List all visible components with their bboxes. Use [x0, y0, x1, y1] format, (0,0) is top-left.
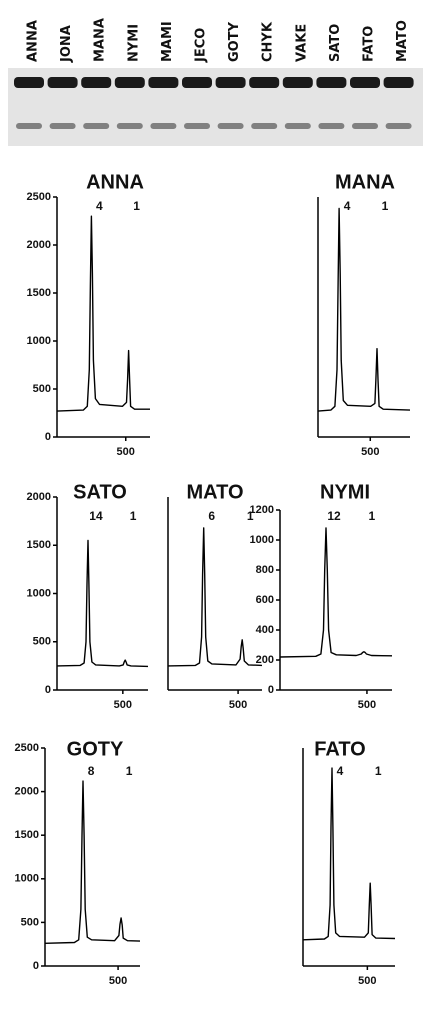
y-tick-label: 500 [21, 916, 39, 928]
peak-annotation: 4 [96, 199, 103, 213]
lane-label: NYMI [126, 24, 141, 62]
y-tick-label: 1200 [250, 504, 274, 516]
y-tick-label: 800 [256, 564, 274, 576]
x-tick-label: 500 [109, 975, 127, 987]
gel-band-lower [218, 123, 244, 129]
gel-band-lower [318, 123, 344, 129]
y-tick-label: 1000 [27, 587, 51, 599]
peak-annotation: 1 [375, 764, 382, 778]
gel-band-lower [117, 123, 143, 129]
y-tick-label: 1000 [27, 335, 51, 347]
lane-label: MANA [93, 18, 108, 62]
x-tick-label: 500 [229, 699, 247, 711]
x-tick-label: 500 [117, 446, 135, 458]
gel-band-upper [115, 77, 145, 88]
chart-title: SATO [73, 481, 127, 503]
gel-band-upper [316, 77, 346, 88]
lane-label: ANNA [26, 20, 41, 62]
y-tick-label: 1500 [27, 539, 51, 551]
peak-annotation: 14 [89, 509, 103, 523]
chart-title: FATO [314, 738, 365, 760]
x-tick-label: 500 [358, 975, 376, 987]
lane-label: GOTY [227, 21, 242, 62]
gel-band-lower [184, 123, 210, 129]
peak-annotation: 4 [344, 199, 351, 213]
gel-band-lower [83, 123, 109, 129]
lane-label: VAKE [294, 24, 309, 62]
x-tick-label: 500 [361, 446, 379, 458]
y-tick-label: 1500 [15, 829, 39, 841]
peak-annotation: 6 [208, 509, 215, 523]
chart-title: NYMI [320, 481, 370, 503]
y-tick-label: 2000 [27, 239, 51, 251]
y-tick-label: 2000 [27, 491, 51, 503]
y-tick-label: 0 [268, 684, 274, 696]
chart-title: MATO [186, 481, 243, 503]
peak-annotation: 1 [369, 509, 376, 523]
peak-annotation: 1 [133, 199, 140, 213]
gel-band-upper [249, 77, 279, 88]
y-tick-label: 500 [33, 636, 51, 648]
background [0, 0, 423, 1014]
y-tick-label: 400 [256, 624, 274, 636]
peak-annotation: 12 [327, 509, 341, 523]
gel-band-upper [384, 77, 414, 88]
lane-label: JONA [59, 25, 74, 63]
y-tick-label: 2500 [27, 191, 51, 203]
gel-band-lower [386, 123, 412, 129]
y-tick-label: 0 [45, 684, 51, 696]
y-tick-label: 2000 [15, 786, 39, 798]
chart-title: MANA [335, 171, 395, 193]
y-tick-label: 500 [33, 383, 51, 395]
gel-band-upper [81, 77, 111, 88]
peak-annotation: 1 [130, 509, 137, 523]
y-tick-label: 0 [45, 431, 51, 443]
y-tick-label: 1000 [15, 873, 39, 885]
y-tick-label: 2500 [15, 742, 39, 754]
gel-band-upper [283, 77, 313, 88]
x-tick-label: 500 [114, 699, 132, 711]
peak-annotation: 1 [126, 764, 133, 778]
gel-band-upper [48, 77, 78, 88]
y-tick-label: 1500 [27, 287, 51, 299]
peak-annotation: 1 [382, 199, 389, 213]
lane-label: JECO [194, 28, 209, 63]
gel-band-upper [182, 77, 212, 88]
gel-band-lower [285, 123, 311, 129]
gel-band-upper [148, 77, 178, 88]
y-tick-label: 600 [256, 594, 274, 606]
y-tick-label: 1000 [250, 534, 274, 546]
gel-band-lower [352, 123, 378, 129]
chart-title: GOTY [67, 738, 124, 760]
chart-title: ANNA [86, 171, 144, 193]
lane-label: FATO [362, 26, 377, 62]
gel-band-lower [150, 123, 176, 129]
x-tick-label: 500 [358, 699, 376, 711]
peak-annotation: 8 [88, 764, 95, 778]
y-tick-label: 0 [33, 960, 39, 972]
gel-band-upper [216, 77, 246, 88]
gel-band-lower [251, 123, 277, 129]
lane-label: MATO [395, 20, 410, 62]
gel-band-lower [16, 123, 42, 129]
gel-band-lower [50, 123, 76, 129]
lane-label: MAMI [160, 21, 175, 62]
gel-band-upper [14, 77, 44, 88]
lane-label: SATO [328, 24, 343, 62]
y-tick-label: 200 [256, 654, 274, 666]
gel-band-upper [350, 77, 380, 88]
figure: ANNA JONA MANA NYMI MAMI JECO GOTY CHYK VAKE SATO… [0, 0, 423, 1014]
lane-label: CHYK [261, 21, 276, 62]
peak-annotation: 4 [337, 764, 344, 778]
